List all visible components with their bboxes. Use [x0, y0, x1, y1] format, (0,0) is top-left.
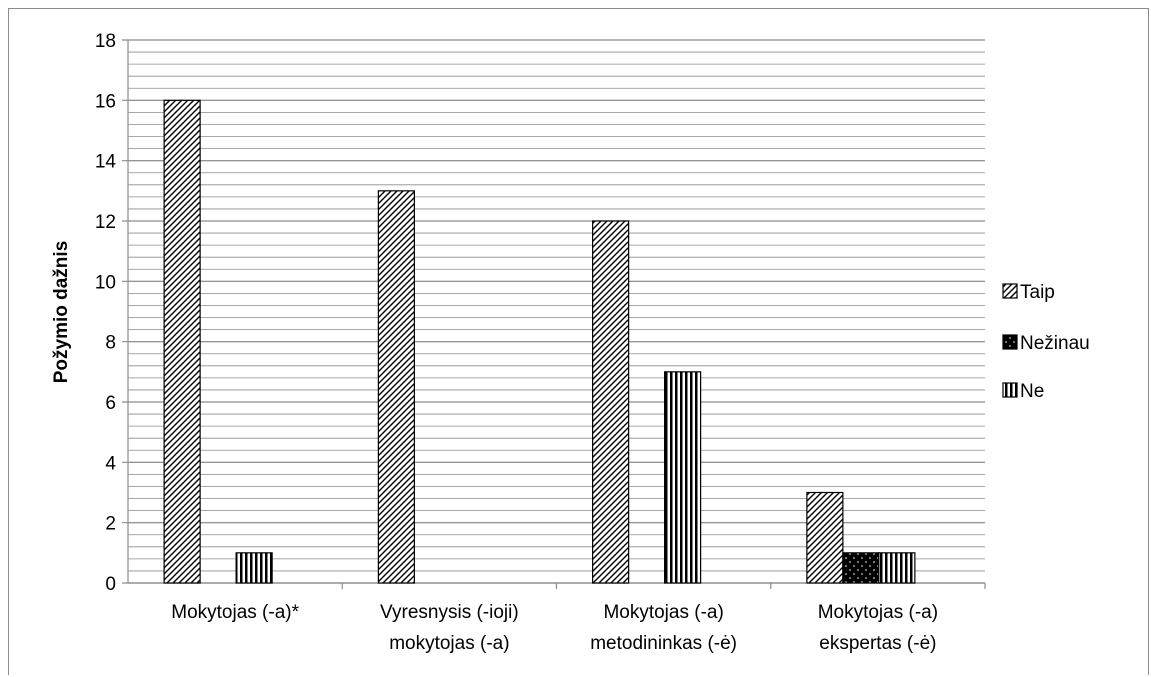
y-tick-label: 4 — [105, 453, 116, 474]
bar-ne-1 — [235, 552, 273, 584]
y-tick-label: 6 — [105, 393, 116, 414]
y-tick-label: 14 — [95, 152, 117, 173]
x-category-label: metodininkas (-ė) — [590, 633, 737, 654]
chart-frame — [8, 8, 1149, 675]
bar-taip-3 — [592, 220, 630, 584]
legend-label: Ne — [1020, 381, 1044, 402]
y-tick-label: 0 — [105, 574, 116, 595]
x-category-label: Mokytojas (-a) — [818, 602, 938, 623]
y-tick-label: 2 — [105, 514, 116, 535]
x-category-label: mokytojas (-a) — [389, 633, 509, 654]
x-category-label: Mokytojas (-a)* — [171, 602, 299, 623]
legend-swatch-taip — [1002, 283, 1018, 299]
legend-swatch-nežinau — [1002, 334, 1018, 350]
bar-ne-3 — [664, 371, 702, 584]
legend-swatch-ne — [1002, 382, 1018, 398]
y-tick-label: 10 — [95, 272, 116, 293]
x-category-label: ekspertas (-ė) — [819, 633, 936, 654]
axes — [127, 40, 986, 589]
y-tick-label: 12 — [95, 212, 116, 233]
legend-label: Nežinau — [1020, 333, 1090, 354]
x-category-label: Mokytojas (-a) — [603, 602, 723, 623]
x-category-label: Vyresnysis (-ioji) — [380, 602, 519, 623]
y-tick-label: 8 — [105, 333, 116, 354]
bar-ne-4 — [878, 552, 916, 584]
y-axis-title: Požymio dažnis — [51, 241, 72, 384]
labels: 0 2 4 6 8 10 12 14 16 18 Mokytojas (-a)* Vyresnysis… — [95, 31, 938, 654]
bar-taip-2 — [377, 190, 415, 584]
bars — [163, 99, 916, 584]
grid-lines — [122, 39, 985, 584]
bar-taip-1 — [163, 99, 201, 584]
y-tick-label: 16 — [95, 91, 116, 112]
bar-nežinau-4 — [842, 552, 880, 584]
legend-label: Taip — [1020, 282, 1055, 303]
bar-taip-4 — [806, 491, 844, 584]
y-tick-label: 18 — [95, 31, 116, 52]
legend: Taip Nežinau Ne — [1002, 282, 1090, 402]
